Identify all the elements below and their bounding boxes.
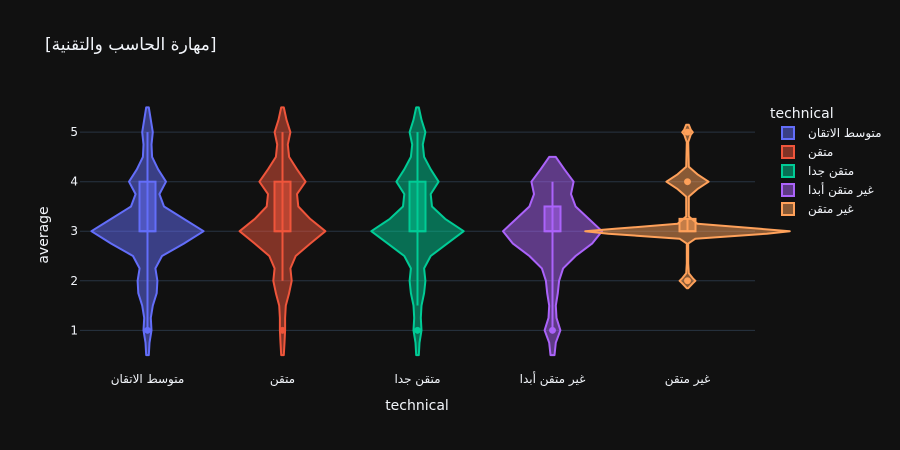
x-tick-label: غير متقن [665, 372, 711, 387]
violin-box [678, 217, 697, 233]
x-tick-label: متقن جدا [394, 372, 440, 387]
outlier-point [549, 326, 556, 334]
outlier-point [144, 326, 151, 334]
x-tick-label: متوسط الاتقان [111, 372, 185, 387]
legend-items: متوسط الاتقان متقن متقن جدا غير متقن أبدا غي… [781, 126, 882, 217]
y-tick-label: 1 [70, 323, 78, 337]
violin-2 [238, 106, 327, 357]
legend-item[interactable]: متقن جدا [781, 164, 854, 179]
legend-title: technical [770, 106, 834, 122]
y-axis-title: average [36, 206, 52, 263]
y-tick-label: 2 [70, 274, 78, 288]
legend: technical متوسط الاتقان متقن متقن جدا غير م… [770, 106, 882, 217]
x-tick-labels: متوسط الاتقان متقن متقن جدا غير متقن أبدا غي… [111, 371, 711, 387]
y-tick-label: 5 [70, 125, 78, 139]
x-tick-label: متقن [270, 372, 295, 387]
y-tick-label: 4 [70, 175, 78, 189]
x-tick-label: غير متقن أبدا [520, 371, 586, 387]
legend-item[interactable]: متوسط الاتقان [781, 126, 882, 141]
legend-swatch [781, 202, 795, 216]
y-tick-labels: 1 2 3 4 5 [70, 125, 78, 337]
violin-3 [370, 106, 465, 357]
legend-label: غير متقن [808, 202, 854, 217]
legend-item[interactable]: غير متقن [781, 202, 854, 217]
legend-item[interactable]: متقن [781, 145, 833, 160]
legend-label: متقن جدا [808, 164, 854, 179]
violin-series-group [90, 106, 791, 357]
violin-4 [502, 155, 603, 357]
legend-swatch [781, 183, 795, 197]
x-axis-title: technical [385, 398, 449, 414]
legend-swatch [781, 145, 795, 159]
legend-swatch [781, 164, 795, 178]
violin-box [543, 205, 562, 233]
violin-body [584, 123, 791, 290]
violin-box [408, 180, 427, 233]
outlier-point [684, 178, 691, 186]
violin-5 [584, 123, 791, 290]
legend-label: متوسط الاتقان [808, 126, 882, 141]
violin-box [138, 180, 157, 233]
outlier-point [279, 326, 286, 334]
legend-label: متقن [808, 145, 833, 160]
legend-item[interactable]: غير متقن أبدا [781, 182, 874, 198]
chart-title: [مهارة الحاسب والتقنية] [45, 35, 217, 55]
legend-swatch [781, 126, 795, 140]
outlier-point [684, 128, 691, 136]
legend-label: غير متقن أبدا [808, 182, 874, 198]
violin-1 [90, 106, 205, 357]
outlier-point [414, 326, 421, 334]
violin-box [273, 180, 292, 233]
y-tick-label: 3 [70, 224, 78, 238]
outlier-point [684, 277, 691, 285]
